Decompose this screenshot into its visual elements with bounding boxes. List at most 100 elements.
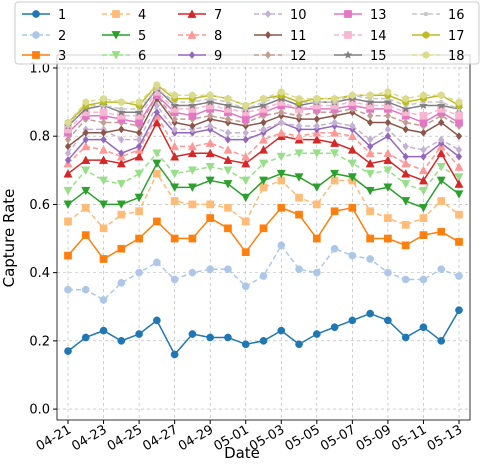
y-tick-label: 1.0 [29,61,50,76]
marker [117,244,126,253]
marker [241,217,250,226]
marker [170,234,179,243]
marker [384,111,392,120]
legend-label: 17 [448,29,465,44]
legend-label: 9 [214,49,222,64]
marker [135,234,143,243]
marker [189,91,196,100]
marker [330,128,340,137]
marker [99,108,108,117]
marker [295,94,303,103]
series [63,117,464,188]
marker [241,248,250,257]
marker [384,234,392,243]
marker [259,337,268,345]
marker [242,101,250,110]
marker [99,145,109,154]
marker [135,330,143,338]
marker [171,91,179,100]
legend-label: 13 [370,8,387,23]
legend-label: 4 [138,8,146,23]
marker [170,169,180,179]
x-tick-label: 04-29 [176,422,216,454]
marker [384,214,392,222]
marker [365,97,375,106]
legend-label: 5 [138,29,146,44]
marker [135,128,143,137]
marker [99,176,109,186]
marker [134,152,144,161]
marker [135,135,143,144]
marker [276,128,286,137]
marker [419,231,428,239]
marker [153,258,161,267]
series-line [67,309,460,356]
marker [189,121,196,130]
marker [223,145,233,154]
marker [422,51,430,59]
series [64,101,463,158]
marker [455,98,463,106]
marker [188,268,197,277]
marker [343,50,353,59]
marker [401,241,410,250]
marker [366,135,374,144]
marker [241,193,251,203]
marker [436,100,446,110]
marker [401,169,411,178]
marker [116,158,126,168]
legend-label: 12 [290,49,307,64]
marker [242,135,249,144]
marker [64,251,72,260]
marker [402,94,410,103]
marker [63,200,73,210]
marker [99,200,109,210]
marker [454,173,464,182]
marker [32,10,40,18]
marker [295,111,303,120]
marker [171,115,178,124]
y-tick-label: 0.6 [29,198,50,213]
y-axis-label: Capture Rate [0,189,18,288]
marker [82,98,90,106]
marker [188,111,197,120]
series [63,149,464,196]
marker [344,31,352,39]
marker [264,9,272,19]
y-tick-label: 0.8 [29,130,50,145]
marker [135,118,143,127]
marker [295,265,303,274]
legend-label: 16 [448,8,465,23]
marker [401,158,411,168]
marker [153,101,161,110]
marker [366,111,374,120]
x-tick-label: 04-27 [140,422,180,454]
marker [135,207,143,216]
marker [402,152,409,161]
marker [241,115,250,123]
marker [419,111,428,120]
marker [437,197,446,205]
marker [455,238,463,246]
marker [383,97,393,106]
marker [119,106,124,112]
x-tick-label: 04-25 [105,422,145,454]
marker [331,118,338,127]
marker [312,183,322,192]
marker [224,135,232,144]
marker [330,323,339,332]
marker [100,128,107,137]
series-line [67,172,460,230]
marker [111,51,121,60]
marker [258,176,269,186]
marker [188,234,197,243]
marker [206,91,214,100]
marker [420,128,427,137]
marker [312,330,321,338]
marker [384,125,392,134]
marker [277,203,286,212]
marker [241,152,251,161]
marker [187,141,197,151]
marker [206,111,214,120]
marker [224,128,232,137]
